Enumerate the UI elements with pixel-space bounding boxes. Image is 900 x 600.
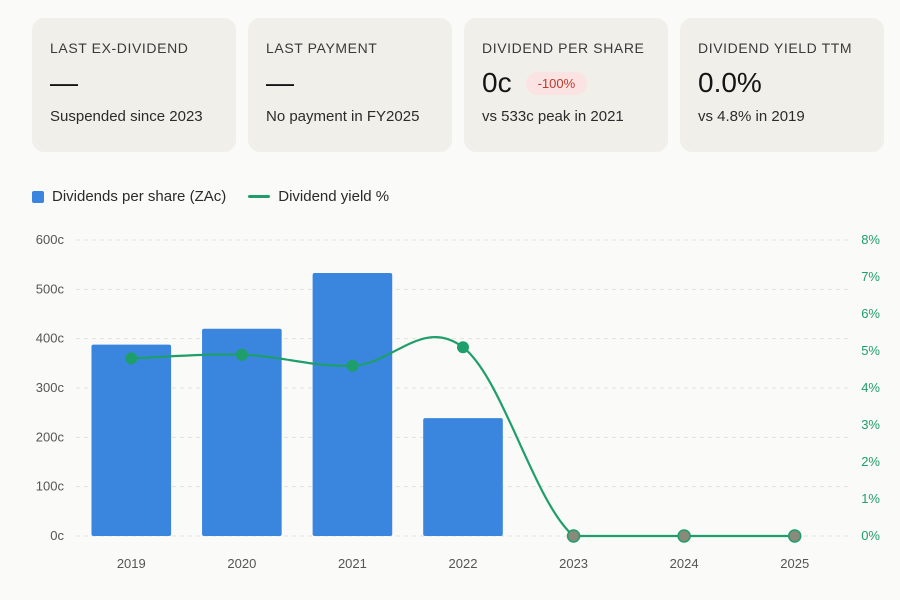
- y-left-tick-label: 0c: [50, 528, 64, 543]
- y-left-tick-label: 400c: [36, 331, 65, 346]
- card-label: LAST PAYMENT: [266, 40, 378, 56]
- y-right-tick-label: 2%: [861, 454, 880, 469]
- card-value: 0.0%: [698, 67, 762, 98]
- x-tick-label: 2025: [780, 556, 809, 571]
- x-tick-label: 2023: [559, 556, 588, 571]
- card-value-row: —: [50, 66, 218, 100]
- summary-cards: LAST EX-DIVIDEND — Suspended since 2023 …: [32, 18, 884, 152]
- chart-legend: Dividends per share (ZAc) Dividend yield…: [32, 188, 389, 205]
- y-right-tick-label: 1%: [861, 491, 880, 506]
- x-tick-label: 2019: [117, 556, 146, 571]
- card-subtext: vs 533c peak in 2021: [482, 108, 624, 125]
- y-left-tick-label: 100c: [36, 479, 65, 494]
- x-tick-label: 2021: [338, 556, 367, 571]
- card-label: LAST EX-DIVIDEND: [50, 40, 189, 56]
- card-subtext: Suspended since 2023: [50, 108, 203, 125]
- y-right-tick-label: 0%: [861, 528, 880, 543]
- y-right-tick-label: 5%: [861, 343, 880, 358]
- card-last-ex-dividend: LAST EX-DIVIDEND — Suspended since 2023: [32, 18, 236, 152]
- y-left-tick-label: 600c: [36, 232, 65, 247]
- card-value: 0c: [482, 67, 512, 98]
- y-left-tick-label: 200c: [36, 429, 65, 444]
- card-dividend-per-share: DIVIDEND PER SHARE 0c -100% vs 533c peak…: [464, 18, 668, 152]
- yield-point-2024: [677, 529, 691, 543]
- y-right-tick-label: 8%: [861, 232, 880, 247]
- card-value: —: [266, 67, 294, 98]
- legend-item-dividends[interactable]: Dividends per share (ZAc): [32, 188, 226, 205]
- line-swatch-icon: [248, 195, 271, 198]
- bar-2019: [91, 344, 172, 536]
- bar-2022: [423, 418, 503, 536]
- yield-point-2021: [346, 359, 359, 372]
- y-right-tick-label: 3%: [861, 417, 880, 432]
- bar-2020: [202, 328, 282, 536]
- yield-point-2022: [457, 341, 469, 354]
- card-value: —: [50, 67, 78, 98]
- y-left-tick-label: 300c: [36, 380, 65, 395]
- card-dividend-yield-ttm: DIVIDEND YIELD TTM 0.0% vs 4.8% in 2019: [680, 18, 884, 152]
- yield-point-2023: [566, 529, 581, 543]
- x-tick-label: 2022: [449, 556, 478, 571]
- card-subtext: vs 4.8% in 2019: [698, 108, 805, 125]
- x-tick-label: 2024: [670, 556, 699, 571]
- card-label: DIVIDEND PER SHARE: [482, 40, 645, 56]
- x-tick-label: 2020: [227, 556, 256, 571]
- legend-label-dividends: Dividends per share (ZAc): [52, 188, 227, 205]
- y-right-tick-label: 6%: [861, 306, 880, 321]
- y-right-tick-label: 4%: [861, 380, 880, 395]
- card-value-row: 0c -100%: [482, 66, 650, 100]
- y-left-tick-label: 500c: [36, 281, 65, 296]
- card-label: DIVIDEND YIELD TTM: [698, 40, 853, 56]
- card-value-row: —: [266, 66, 434, 100]
- legend-item-yield[interactable]: Dividend yield %: [248, 188, 389, 205]
- card-last-payment: LAST PAYMENT — No payment in FY2025: [248, 18, 452, 152]
- yield-point-2025: [787, 529, 802, 543]
- change-badge: -100%: [525, 71, 588, 95]
- card-value-row: 0.0%: [698, 66, 866, 100]
- legend-label-yield: Dividend yield %: [278, 188, 390, 205]
- dividend-chart: 0c 100c 200c 300c 400c 500c 600c 0% 1% 2% 3% 4% 5% 6%…: [36, 232, 881, 571]
- card-subtext: No payment in FY2025: [266, 108, 420, 125]
- yield-point-2019: [125, 352, 138, 365]
- bar-swatch-icon: [32, 190, 44, 203]
- bar-2021: [312, 273, 393, 536]
- y-right-tick-label: 7%: [861, 269, 880, 284]
- yield-point-2020: [235, 348, 248, 361]
